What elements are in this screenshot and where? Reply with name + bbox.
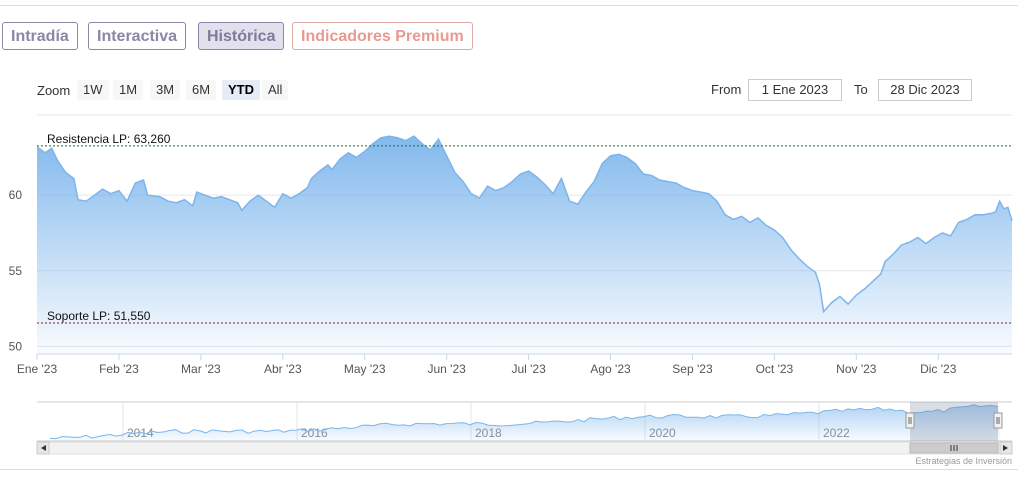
tab-indicadores-premium[interactable]: Indicadores Premium bbox=[292, 22, 473, 50]
navigator[interactable]: 20142016201820202022 bbox=[36, 401, 1013, 455]
y-tick-label: 50 bbox=[9, 339, 23, 353]
navigator-scrollbar-track bbox=[36, 441, 1013, 455]
tab-interactiva[interactable]: Interactiva bbox=[88, 22, 187, 50]
x-tick-label: Ago '23 bbox=[590, 362, 631, 376]
x-tick-label: Ene '23 bbox=[17, 362, 58, 376]
x-tick-label: Oct '23 bbox=[756, 362, 794, 376]
navigator-right-handle[interactable] bbox=[993, 412, 1003, 429]
x-tick-label: Sep '23 bbox=[672, 362, 713, 376]
chart-credit: Estrategias de Inversión bbox=[915, 456, 1012, 466]
resistance-label: Resistencia LP: 63,260 bbox=[47, 132, 171, 146]
support-label: Soporte LP: 51,550 bbox=[47, 309, 151, 323]
x-tick-label: Jun '23 bbox=[427, 362, 466, 376]
navigator-left-handle[interactable] bbox=[905, 412, 915, 429]
x-tick-label: Nov '23 bbox=[836, 362, 877, 376]
tab-historica[interactable]: Histórica bbox=[198, 22, 285, 50]
navigator-selection bbox=[910, 402, 998, 441]
x-tick-label: Feb '23 bbox=[99, 362, 139, 376]
chevron-left-icon bbox=[41, 445, 46, 451]
top-divider bbox=[0, 5, 1018, 6]
navigator-area bbox=[50, 404, 1000, 441]
zoom-6m-button[interactable]: 6M bbox=[186, 80, 217, 100]
x-tick-label: Dic '23 bbox=[920, 362, 957, 376]
price-line bbox=[36, 135, 1013, 314]
y-tick-label: 60 bbox=[9, 188, 23, 202]
bottom-divider bbox=[0, 469, 1018, 470]
y-tick-label: 55 bbox=[9, 264, 23, 278]
zoom-1m-button[interactable]: 1M bbox=[113, 80, 144, 100]
navigator-line bbox=[49, 404, 999, 440]
price-area bbox=[37, 136, 1012, 354]
x-tick-label: Jul '23 bbox=[511, 362, 546, 376]
x-tick-label: Abr '23 bbox=[264, 362, 302, 376]
area-layer bbox=[36, 135, 1013, 354]
axis-layer: 50 55 60 Ene '23 Feb '23 Mar '23 Abr '23 May '2… bbox=[9, 188, 1012, 376]
zoom-3m-button[interactable]: 3M bbox=[150, 80, 181, 100]
from-label: From bbox=[711, 82, 742, 97]
tab-intradia[interactable]: Intradía bbox=[2, 22, 78, 50]
zoom-all-button[interactable]: All bbox=[262, 80, 289, 100]
annotation-layer: Resistencia LP: 63,260 Soporte LP: 51,550 bbox=[37, 132, 1012, 324]
to-label: To bbox=[854, 82, 868, 97]
zoom-ytd-button[interactable]: YTD bbox=[222, 80, 260, 100]
zoom-label: Zoom bbox=[37, 83, 71, 98]
zoom-1w-button[interactable]: 1W bbox=[77, 80, 109, 100]
x-tick-label: Mar '23 bbox=[181, 362, 221, 376]
x-tick-label: May '23 bbox=[344, 362, 386, 376]
from-date-input[interactable]: 1 Ene 2023 bbox=[748, 79, 842, 101]
to-date-input[interactable]: 28 Dic 2023 bbox=[878, 79, 972, 101]
chevron-right-icon bbox=[1003, 445, 1008, 451]
